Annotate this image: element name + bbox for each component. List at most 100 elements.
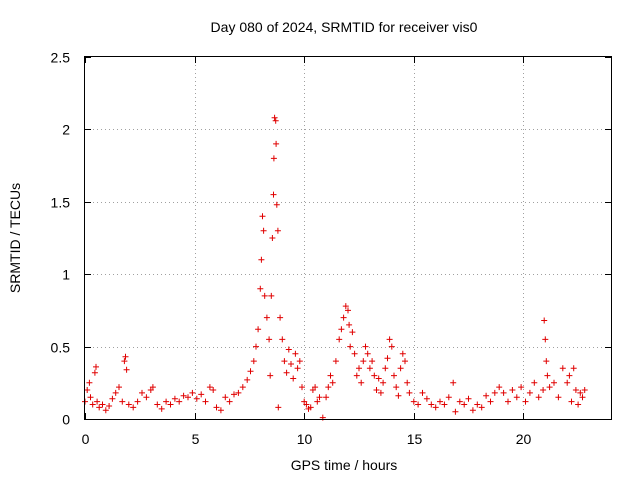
data-point [89,401,96,408]
data-point [450,379,457,386]
chart-title: Day 080 of 2024, SRMTID for receiver vis… [211,19,478,35]
data-point [270,191,277,198]
data-point [375,375,382,382]
data-point [134,398,141,405]
data-point [303,401,310,408]
data-point [171,395,178,402]
data-point [109,395,116,402]
data-point [261,292,268,299]
data-point [202,398,209,405]
data-point [388,343,395,350]
data-point [277,314,284,321]
x-axis-label: GPS time / hours [291,457,398,473]
data-point [130,404,137,411]
data-point [125,401,132,408]
data-point [222,394,229,401]
data-point [272,117,279,124]
data-point [217,407,224,414]
data-point [149,384,156,391]
data-point [347,343,354,350]
data-point [380,379,387,386]
data-point [269,235,276,241]
data-point [419,389,426,396]
data-point [382,365,389,372]
data-point [106,403,113,409]
data-point [483,392,490,399]
data-point [271,114,278,121]
data-point [193,395,200,402]
data-point [395,392,402,399]
data-point [185,394,191,401]
data-point [273,140,280,147]
data-point [294,365,301,372]
data-point [307,404,314,411]
data-point [231,391,237,398]
data-point [445,394,452,401]
data-point [566,372,573,379]
data-point [93,363,99,370]
data-point [314,398,321,405]
data-point [564,379,571,386]
data-point [206,384,213,391]
data-point [570,365,577,372]
y-tick-label: 0.5 [51,340,71,356]
data-point [102,407,109,414]
data-point [163,398,170,405]
data-point [518,384,525,391]
plot-frame [84,56,612,420]
data-point [441,401,448,408]
data-point [167,401,174,408]
data-point [555,394,562,401]
data-point [544,372,551,379]
data-point [399,350,406,357]
data-point [531,379,538,386]
data-point [244,376,251,383]
data-point [270,155,277,162]
data-point [362,343,369,350]
data-point [474,401,481,408]
data-point [119,398,126,405]
y-tick-label: 1.5 [51,195,71,211]
data-point [579,394,586,401]
data-point [543,358,550,365]
data-point [373,387,380,393]
data-point [99,401,106,408]
data-point [263,314,270,321]
data-point [505,398,511,405]
data-point [513,394,520,401]
data-point [577,389,584,396]
data-point [260,227,267,234]
x-tick-label: 15 [407,431,423,447]
data-point [340,314,347,321]
data-point [283,369,290,376]
data-point [496,384,503,391]
data-point [437,398,443,405]
data-point [551,379,557,386]
data-point [456,398,463,405]
x-tick-label: 0 [82,431,90,447]
data-point [432,404,439,411]
data-point [487,398,494,405]
data-point [226,398,233,405]
y-tick-label: 2.5 [51,50,71,66]
data-point [255,326,262,333]
data-point [279,336,286,343]
data-point [139,389,145,396]
data-point [542,336,549,343]
data-point [386,336,393,343]
data-point [258,256,265,263]
data-point [415,401,422,408]
data-point [292,350,299,357]
y-tick-label: 2 [62,122,70,138]
data-point [285,346,292,353]
data-point [404,379,411,386]
data-point [143,394,150,401]
data-point [189,389,196,396]
data-point [397,365,404,372]
data-point [257,285,264,292]
data-point [369,358,376,365]
data-point [406,389,413,396]
data-point [290,375,297,382]
x-tick-label: 10 [297,431,313,447]
data-point [288,361,294,367]
